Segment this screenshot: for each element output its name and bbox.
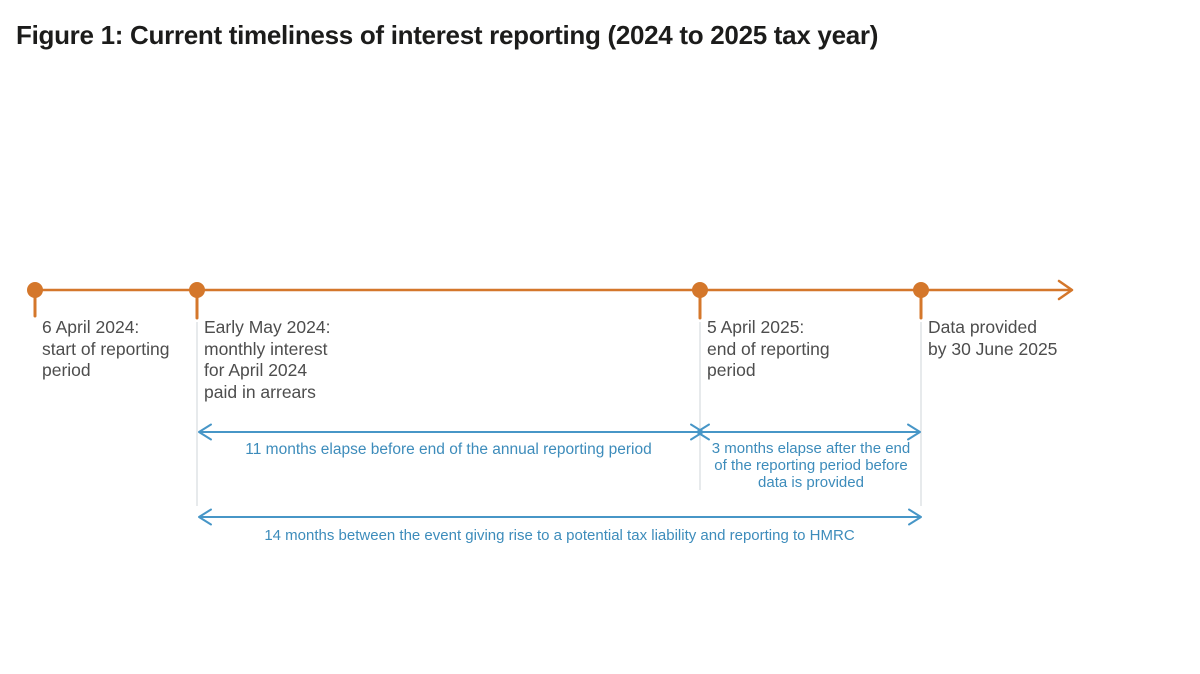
span-arrow-11-months-left-head-icon [198, 423, 212, 441]
guide-lines [196, 322, 922, 506]
figure-title: Figure 1: Current timeliness of interest… [16, 20, 879, 50]
duration-arrows [198, 423, 922, 526]
timeline-axis [33, 279, 1074, 301]
milestone-label-end-of-period: 5 April 2025: end of reporting period [707, 317, 830, 380]
milestone-dots [27, 282, 929, 298]
duration-label-11-months: 11 months elapse before end of the annua… [245, 441, 652, 458]
milestone-label-data-provided: Data provided by 30 June 2025 [928, 317, 1058, 359]
span-arrow-14-months-left-head-icon [198, 508, 212, 526]
milestone-ticks [33, 293, 923, 320]
timeline-arrowhead-icon [1057, 279, 1074, 301]
milestone-dot-may [189, 282, 205, 298]
milestone-label-monthly-interest: Early May 2024: monthly interest for Apr… [204, 317, 331, 402]
milestone-label-start-of-period: 6 April 2024: start of reporting period [42, 317, 170, 380]
span-arrow-3-months [696, 423, 921, 441]
duration-label-3-months: 3 months elapse after the end of the rep… [711, 440, 911, 491]
duration-label-14-months: 14 months between the event giving rise … [264, 527, 855, 544]
span-arrow-3-months-right-head-icon [907, 423, 921, 441]
milestone-dot-data [913, 282, 929, 298]
span-arrow-14-months [198, 508, 922, 526]
span-arrow-3-months-left-head-icon [696, 423, 710, 441]
span-arrow-14-months-right-head-icon [908, 508, 922, 526]
milestone-dot-start [27, 282, 43, 298]
span-arrow-11-months [198, 423, 704, 441]
milestone-dot-end [692, 282, 708, 298]
